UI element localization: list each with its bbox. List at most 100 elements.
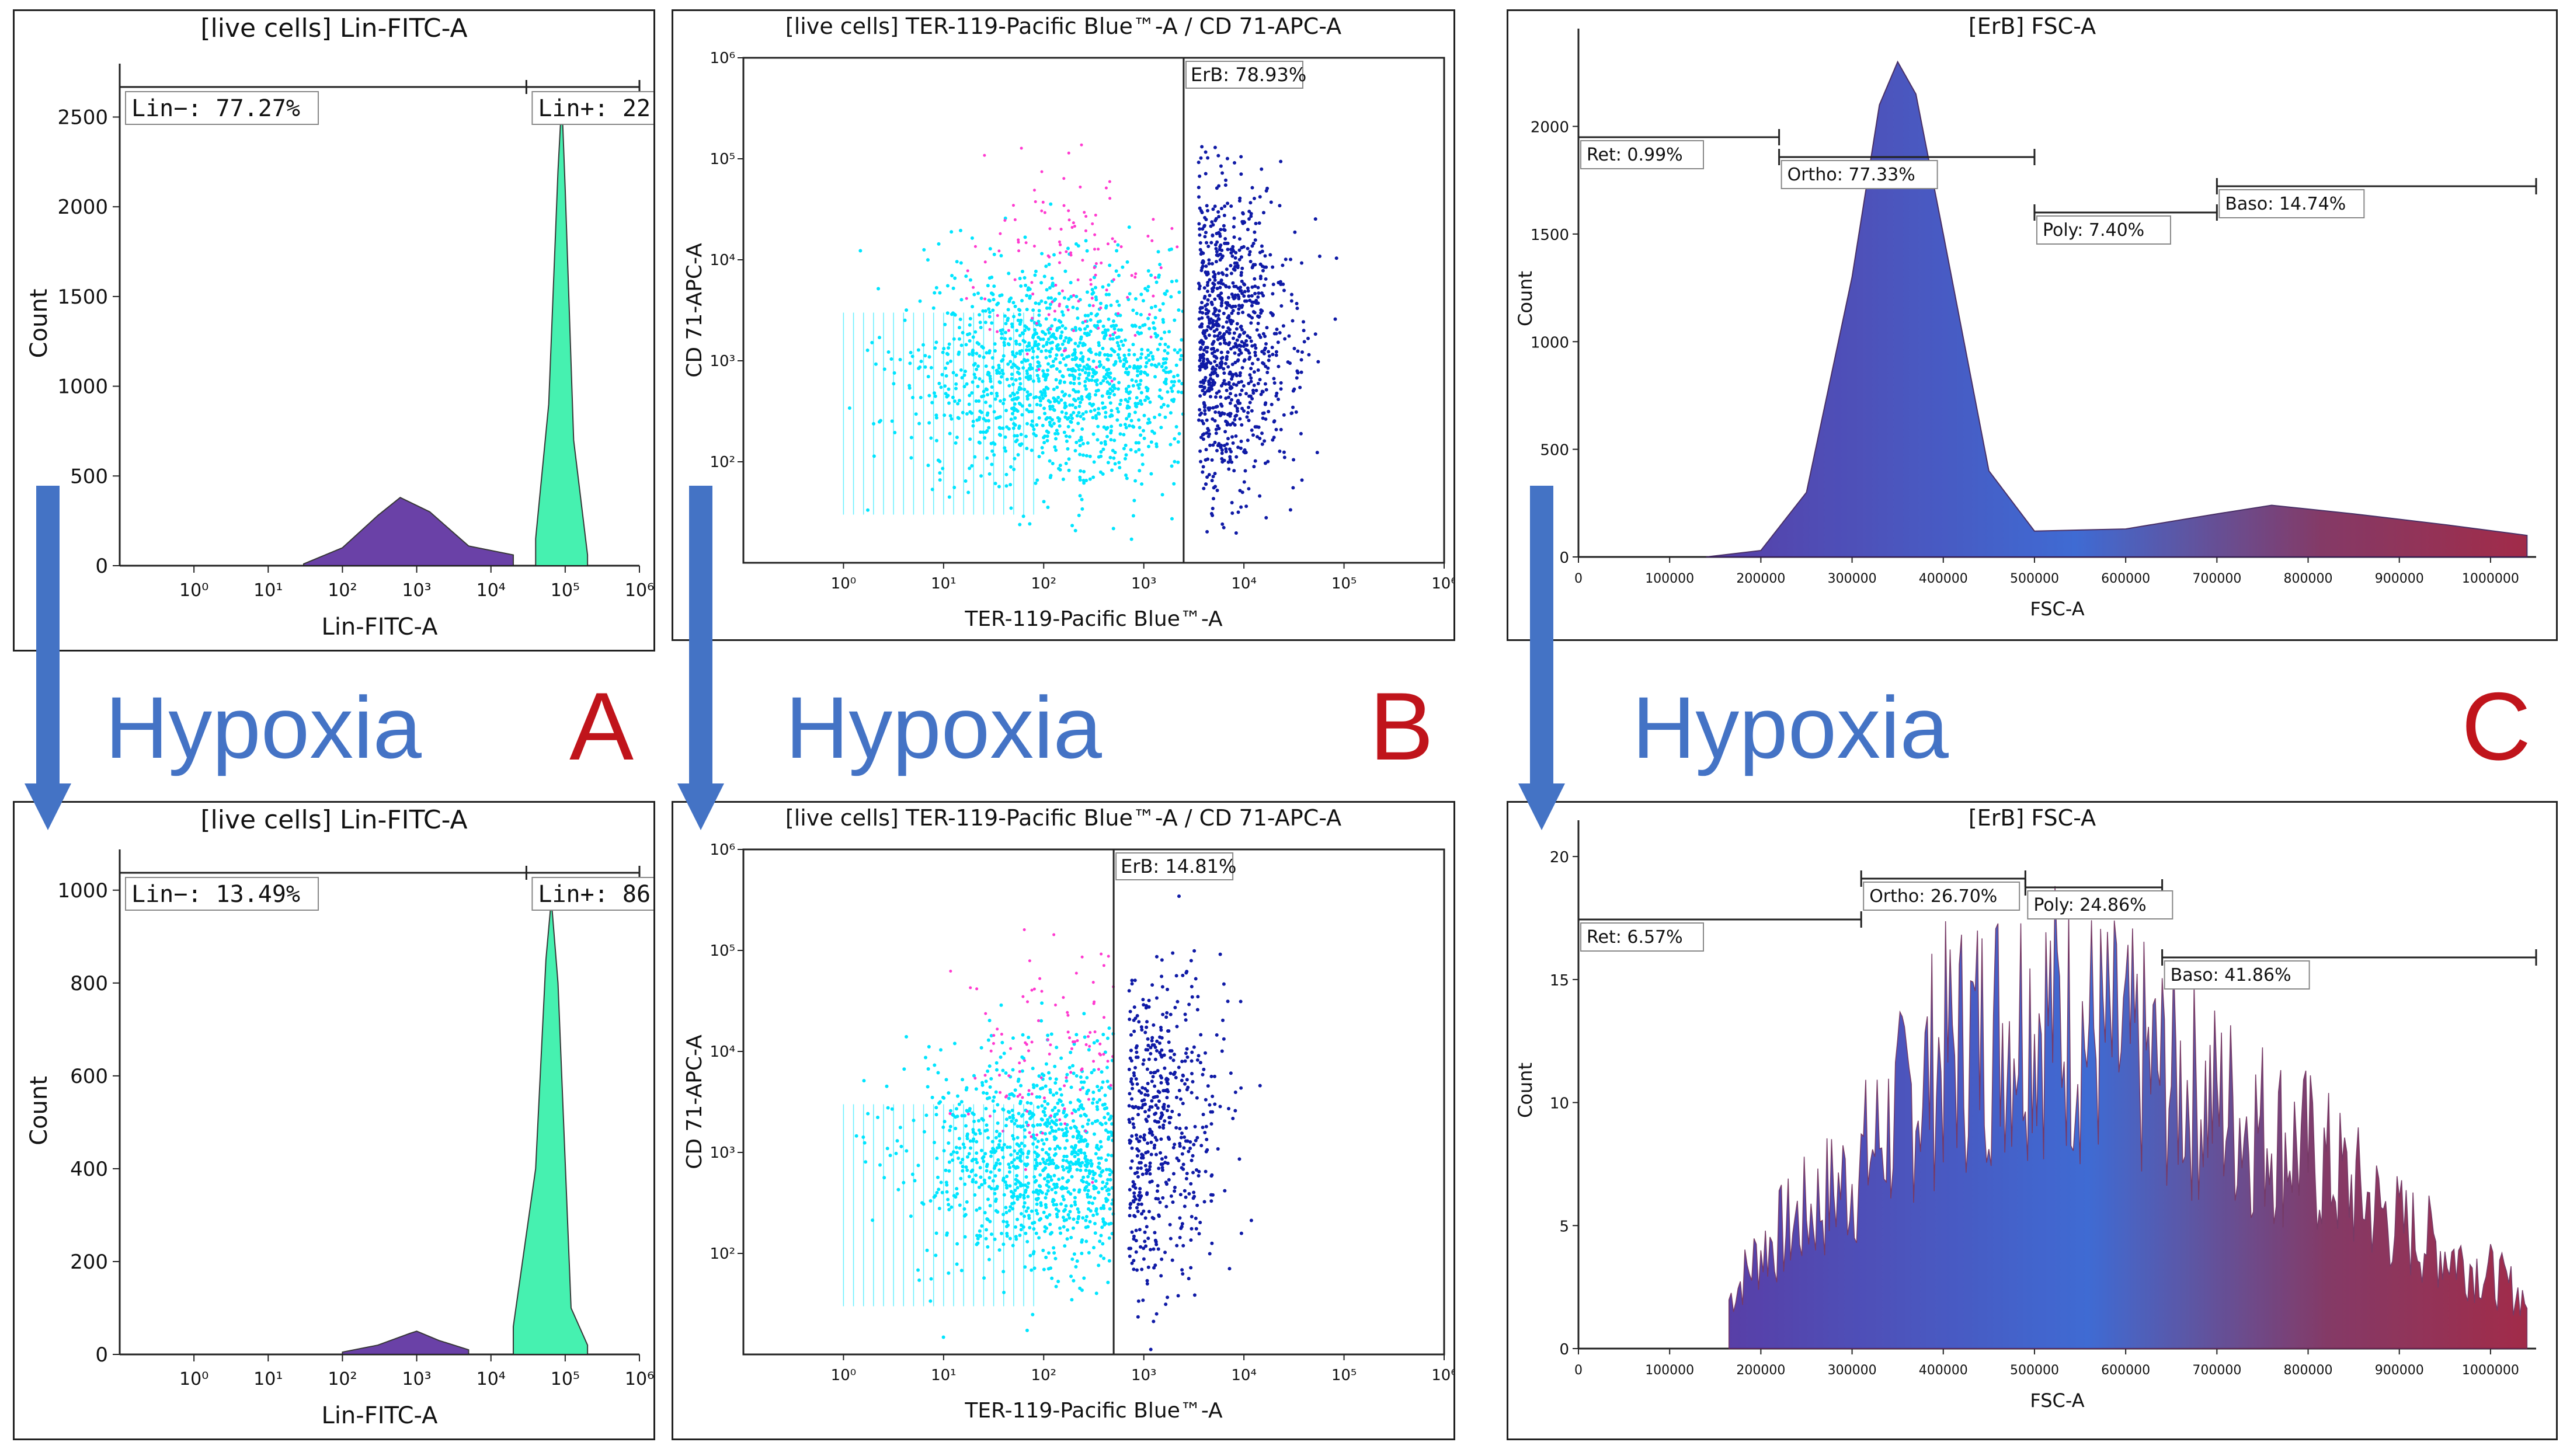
scatter-point [987, 472, 992, 476]
scatter-point [1027, 1181, 1031, 1185]
scatter-point [1198, 1221, 1202, 1225]
scatter-point [878, 1163, 882, 1167]
scatter-point [1036, 360, 1040, 364]
scatter-point [1140, 1212, 1144, 1216]
scatter-point [1242, 294, 1246, 298]
scatter-point [1159, 1028, 1163, 1032]
scatter-point [1083, 331, 1087, 335]
scatter-point [1239, 505, 1243, 509]
scatter-point [1055, 344, 1059, 348]
scatter-point [1059, 243, 1062, 246]
y-tick-label: 400 [70, 1158, 108, 1181]
x-tick-label: 10⁶ [625, 1369, 654, 1389]
scatter-point [1227, 341, 1232, 345]
scatter-point [1021, 1033, 1025, 1037]
scatter-point [1178, 1193, 1183, 1197]
scatter-point [940, 372, 944, 377]
scatter-point [979, 296, 983, 300]
scatter-point [1070, 1257, 1074, 1261]
scatter-point [1025, 1162, 1030, 1166]
scatter-point [1000, 368, 1004, 372]
scatter-point [985, 1123, 989, 1127]
scatter-point [1166, 345, 1170, 349]
scatter-point [1269, 200, 1273, 204]
scatter-point [1216, 334, 1220, 338]
scatter-point [923, 354, 927, 358]
scatter-point [1219, 395, 1223, 399]
scatter-point [1053, 1152, 1058, 1156]
scatter-point [1083, 1035, 1087, 1039]
scatter-point [1160, 493, 1164, 497]
scatter-point [1058, 291, 1062, 295]
scatter-point [1222, 982, 1226, 986]
scatter-point [1220, 522, 1225, 526]
scatter-point [1109, 1114, 1113, 1119]
scatter-point [1017, 1180, 1021, 1184]
scatter-point [1017, 241, 1020, 244]
scatter-point [1076, 316, 1080, 320]
scatter-point [1045, 342, 1049, 346]
scatter-point [1274, 427, 1278, 431]
scatter-point [1130, 1261, 1134, 1265]
scatter-point [1024, 1120, 1028, 1124]
scatter-point [1060, 374, 1065, 378]
scatter-point [971, 424, 975, 428]
scatter-point [1088, 1159, 1093, 1163]
scatter-point [1128, 390, 1132, 394]
scatter-point [948, 1112, 952, 1115]
scatter-point [1016, 1197, 1020, 1201]
scatter-point [1201, 1126, 1205, 1130]
scatter-point [934, 438, 938, 443]
scatter-point [1092, 1041, 1096, 1045]
scatter-point [965, 1132, 969, 1136]
scatter-point [1074, 440, 1079, 444]
scatter-point [1138, 1196, 1142, 1200]
scatter-point [1178, 1141, 1182, 1145]
scatter-point [968, 1109, 972, 1113]
scatter-point [1243, 448, 1247, 452]
scatter-point [1107, 1135, 1111, 1139]
scatter-point [1139, 1202, 1143, 1206]
scatter-point [1294, 410, 1298, 414]
x-tick-label: 900000 [2375, 1363, 2424, 1378]
scatter-point [1086, 1161, 1090, 1165]
scatter-point [1035, 355, 1039, 359]
scatter-point [1130, 1146, 1134, 1150]
scatter-point [1237, 381, 1241, 385]
scatter-point [1222, 214, 1226, 218]
scatter-point [1107, 955, 1110, 958]
scatter-point [1074, 389, 1078, 393]
scatter-point [959, 1161, 963, 1165]
scatter-point [1244, 504, 1249, 508]
scatter-point [1099, 1145, 1103, 1149]
scatter-point [1075, 1161, 1079, 1165]
scatter-point [1266, 459, 1270, 464]
scatter-point [1233, 1090, 1237, 1094]
scatter-point [916, 1164, 920, 1168]
scatter-point [1006, 1110, 1010, 1114]
scatter-point [1069, 251, 1073, 255]
scatter-point [1150, 1133, 1154, 1137]
scatter-point [1135, 311, 1139, 315]
scatter-point [1245, 415, 1249, 419]
scatter-point [1229, 385, 1233, 389]
scatter-point [1122, 447, 1126, 451]
scatter-point [1035, 344, 1039, 348]
scatter-point [1179, 1135, 1183, 1140]
scatter-point [1111, 323, 1115, 328]
scatter-point [1135, 1154, 1139, 1158]
scatter-point [985, 351, 989, 355]
scatter-point [1201, 359, 1205, 363]
scatter-point [1064, 434, 1068, 438]
scatter-point [944, 366, 948, 370]
scatter-point [1081, 479, 1086, 483]
scatter-point [998, 415, 1002, 419]
scatter-point [1101, 472, 1105, 476]
scatter-point [1097, 1190, 1101, 1194]
scatter-point [1030, 281, 1034, 284]
scatter-point [1016, 391, 1020, 395]
scatter-point [1208, 278, 1212, 282]
scatter-point [1117, 273, 1121, 277]
scatter-point [1073, 1203, 1077, 1207]
scatter-point [1071, 305, 1075, 309]
